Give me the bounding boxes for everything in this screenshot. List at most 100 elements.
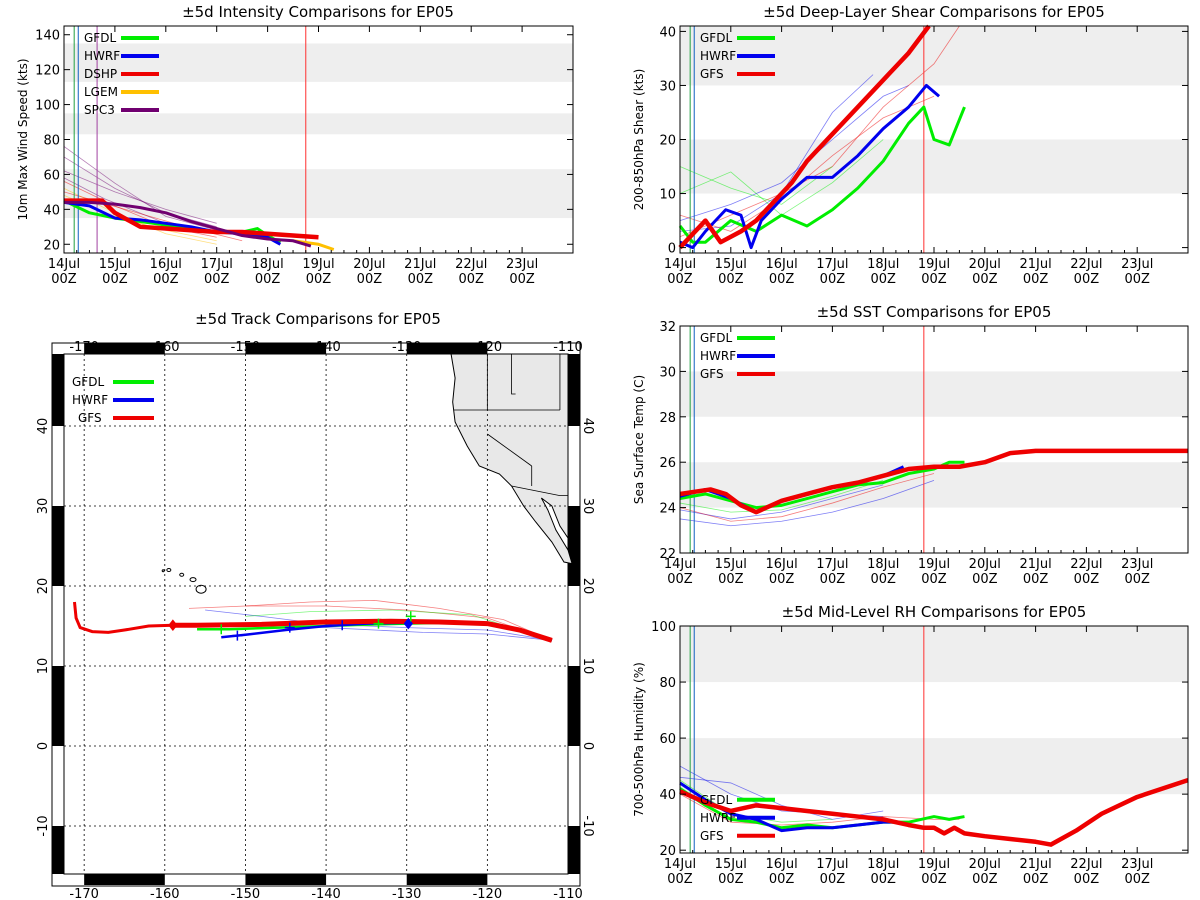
x-tick-day: 20Jul (353, 257, 385, 272)
legend-label: GFDL (72, 375, 104, 389)
x-tick-hour: 00Z (921, 572, 947, 587)
shaded-band (64, 43, 573, 82)
chart-title: ±5d SST Comparisons for EP05 (817, 303, 1052, 321)
x-tick-hour: 00Z (1124, 572, 1150, 587)
y-tick-label: 80 (43, 134, 60, 149)
x-tick-day: 19Jul (918, 257, 950, 272)
intensity-chart: 2040608010012014014Jul00Z15Jul00Z16Jul00… (16, 3, 574, 287)
x-tick-day: 17Jul (201, 257, 233, 272)
legend-label: HWRF (700, 349, 736, 363)
x-tick-hour: 00Z (1023, 572, 1049, 587)
y-axis-label: 700-500hPa Humidity (%) (632, 662, 646, 817)
x-tick-day: 22Jul (1070, 557, 1102, 572)
x-tick-day: 16Jul (150, 257, 182, 272)
lon-label-bottom: -140 (311, 887, 341, 900)
track-plus-marker (337, 620, 348, 631)
map-frame-segment (84, 874, 165, 885)
y-tick-label: 40 (43, 203, 60, 218)
y-tick-label: 120 (35, 64, 60, 79)
ensemble-line (679, 479, 884, 513)
x-tick-hour: 00Z (408, 272, 434, 287)
x-tick-hour: 00Z (667, 872, 693, 887)
y-axis-label: 200-850hPa Shear (kts) (632, 69, 646, 211)
lon-label-bottom: -150 (231, 887, 261, 900)
legend-label: HWRF (84, 49, 120, 63)
lat-label-right: 0 (580, 742, 595, 750)
x-tick-hour: 00Z (769, 572, 795, 587)
series-line-hwrf (679, 83, 941, 250)
map-frame-segment (568, 506, 580, 586)
x-tick-day: 23Jul (1121, 857, 1153, 872)
ensemble-track (245, 599, 553, 641)
lon-label-bottom: -170 (69, 887, 99, 900)
x-tick-day: 15Jul (715, 857, 747, 872)
chart-title: ±5d Intensity Comparisons for EP05 (182, 3, 454, 21)
x-tick-hour: 00Z (1124, 872, 1150, 887)
legend-label: GFDL (84, 31, 116, 45)
x-tick-day: 18Jul (867, 857, 899, 872)
x-tick-day: 20Jul (969, 857, 1001, 872)
legend-label: GFDL (700, 331, 732, 345)
x-tick-hour: 00Z (1023, 872, 1049, 887)
x-tick-day: 23Jul (1121, 257, 1153, 272)
series-line-gfs (678, 24, 931, 250)
shaded-band (680, 139, 1188, 194)
x-tick-hour: 00Z (509, 272, 535, 287)
y-tick-label: 20 (659, 134, 676, 149)
y-tick-label: 40 (659, 788, 676, 803)
x-tick-hour: 00Z (820, 872, 846, 887)
x-tick-hour: 00Z (718, 272, 744, 287)
lon-label-top: -110 (553, 340, 583, 355)
x-tick-hour: 00Z (458, 272, 484, 287)
x-tick-day: 18Jul (867, 257, 899, 272)
state-border (487, 433, 532, 467)
x-tick-day: 14Jul (664, 557, 696, 572)
x-tick-hour: 00Z (102, 272, 128, 287)
y-axis-label: Sea Surface Temp (C) (632, 375, 646, 504)
x-tick-hour: 00Z (153, 272, 179, 287)
shear-chart: 01020304014Jul00Z15Jul00Z16Jul00Z17Jul00… (632, 3, 1189, 287)
lon-label-top: -150 (231, 340, 261, 355)
x-tick-day: 16Jul (765, 257, 797, 272)
shaded-band (680, 626, 1188, 683)
ensemble-line (679, 166, 833, 205)
map-frame-segment (52, 666, 64, 746)
chart-title: ±5d Mid-Level RH Comparisons for EP05 (782, 603, 1087, 621)
x-tick-day: 15Jul (715, 257, 747, 272)
map-frame-segment (568, 666, 580, 746)
map-frame-segment (52, 354, 64, 426)
lat-label-right: 10 (580, 658, 595, 675)
x-tick-hour: 00Z (972, 572, 998, 587)
y-tick-label: 140 (35, 29, 60, 44)
y-tick-label: 60 (659, 732, 676, 747)
x-tick-day: 21Jul (1019, 857, 1051, 872)
lon-label-top: -160 (150, 340, 180, 355)
x-tick-hour: 00Z (972, 272, 998, 287)
track-chart: -170 -170 -160 -160 -150 -150 -140 -140 -130 -130… (36, 310, 595, 900)
x-tick-hour: 00Z (1023, 272, 1049, 287)
y-tick-label: 20 (659, 844, 676, 859)
y-tick-label: 100 (35, 99, 60, 114)
legend-label: DSHP (84, 67, 117, 81)
legend-label: GFS (78, 411, 102, 425)
sst-chart: 22242628303214Jul00Z15Jul00Z16Jul00Z17Ju… (632, 303, 1189, 587)
lon-label-top: -140 (311, 340, 341, 355)
lat-label-right: 20 (580, 578, 595, 595)
track-plus-marker (284, 622, 295, 633)
x-tick-day: 19Jul (302, 257, 334, 272)
x-tick-hour: 00Z (870, 872, 896, 887)
x-tick-day: 23Jul (1121, 557, 1153, 572)
ensemble-line (679, 479, 935, 527)
legend-label: GFS (700, 829, 724, 843)
lon-label-bottom: -120 (473, 887, 503, 900)
x-tick-day: 22Jul (1070, 257, 1102, 272)
shaded-band (680, 371, 1188, 417)
x-tick-hour: 00Z (769, 872, 795, 887)
track-plus-marker (405, 611, 416, 622)
map-frame-segment (84, 343, 165, 354)
hawaii-island (166, 568, 172, 572)
y-tick-label: 28 (659, 411, 676, 426)
y-tick-label: 0 (668, 242, 676, 257)
map-frame-segment (568, 354, 580, 426)
